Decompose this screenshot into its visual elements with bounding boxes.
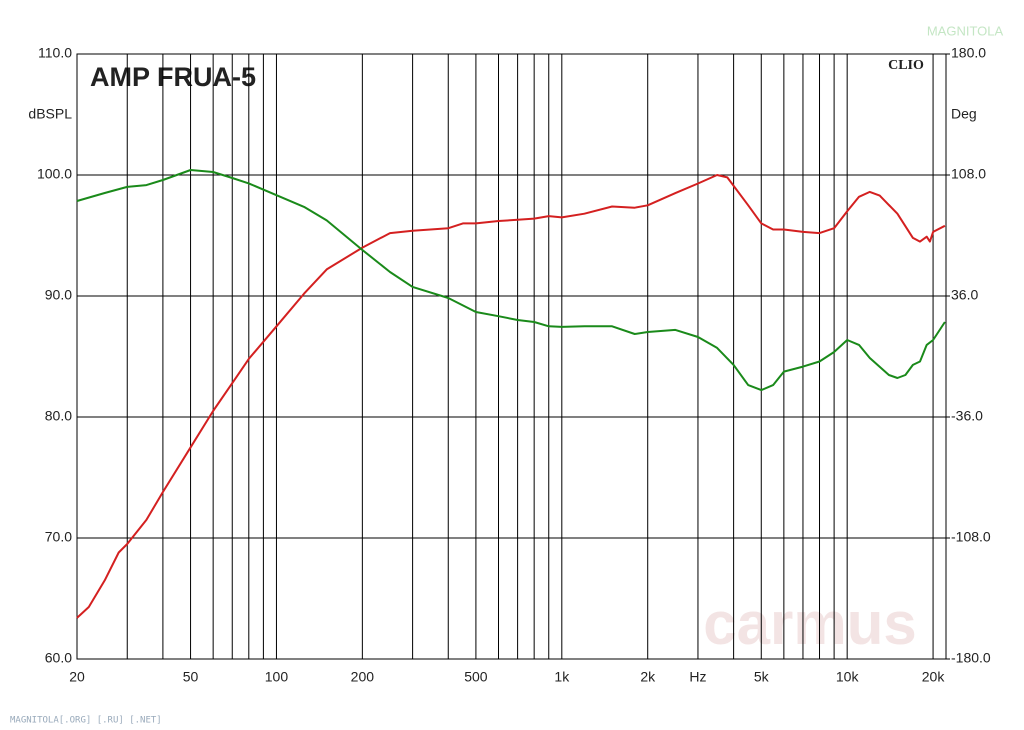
title-box (87, 59, 273, 97)
y-tick-label: 100.0 (37, 166, 72, 182)
x-tick-label: 200 (351, 669, 375, 685)
y-tick-label: 70.0 (45, 529, 72, 545)
y-tick-label: 60.0 (45, 650, 72, 666)
y2-axis-label: Deg (951, 106, 977, 122)
x-tick-label: 10k (836, 669, 860, 685)
y2-tick-label: -36.0 (951, 408, 983, 424)
y2-tick-label: -108.0 (951, 529, 991, 545)
y2-tick-label: 180.0 (951, 45, 986, 61)
x-tick-label: 5k (754, 669, 770, 685)
series-line (76, 169, 946, 392)
y-tick-label: 80.0 (45, 408, 72, 424)
y2-tick-label: -180.0 (951, 650, 991, 666)
y-axis-label: dBSPL (28, 106, 72, 122)
series-line (76, 174, 946, 619)
y-tick-label: 90.0 (45, 287, 72, 303)
watermark: carmus (703, 590, 916, 657)
x-tick-label: 100 (265, 669, 289, 685)
y2-tick-label: 36.0 (951, 287, 978, 303)
x-tick-label: 50 (183, 669, 199, 685)
y-tick-label: 110.0 (38, 45, 72, 61)
y2-tick-label: 108.0 (951, 166, 986, 182)
plot-frame (76, 53, 947, 660)
logo: MAGNITOLA (927, 23, 1004, 38)
x-tick-label: Hz (689, 669, 706, 685)
brand: CLIO (888, 58, 924, 73)
x-tick-label: 20 (69, 669, 85, 685)
x-tick-label: 1k (554, 669, 570, 685)
chart-title: AMP FRUA-5 (90, 62, 256, 92)
footer: MAGNITOLA[.ORG] [.RU] [.NET] (10, 716, 162, 726)
x-tick-label: 2k (640, 669, 656, 685)
x-tick-label: 500 (464, 669, 488, 685)
x-tick-label: 20k (922, 669, 946, 685)
